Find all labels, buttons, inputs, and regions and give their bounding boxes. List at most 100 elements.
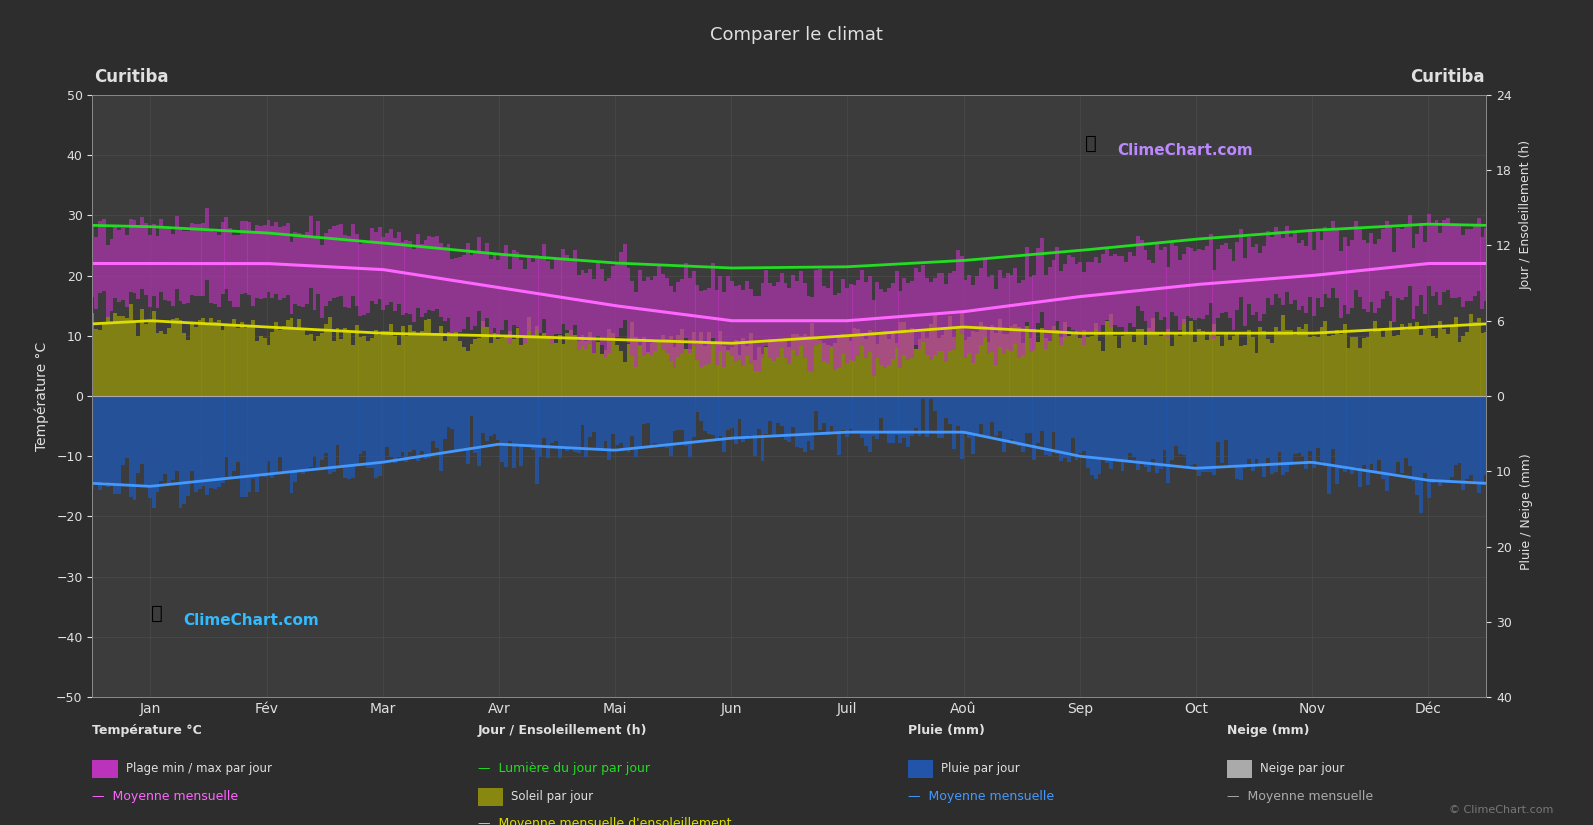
Bar	[1212, 271, 1217, 339]
Bar	[336, 328, 339, 396]
Bar	[370, 229, 374, 300]
Bar	[596, 261, 601, 337]
Bar	[1125, 396, 1128, 460]
Bar	[1327, 396, 1332, 494]
Bar	[730, 281, 734, 356]
Bar	[1423, 242, 1427, 314]
Bar	[451, 335, 454, 396]
Bar	[1362, 240, 1365, 309]
Bar	[1067, 396, 1070, 461]
Bar	[940, 396, 945, 438]
Bar	[1308, 337, 1313, 396]
Bar	[726, 276, 730, 351]
Bar	[542, 244, 546, 319]
Bar	[1395, 396, 1400, 462]
Bar	[285, 320, 290, 396]
Bar	[906, 333, 910, 396]
Bar	[1403, 226, 1408, 297]
Bar	[178, 396, 183, 508]
Bar	[1094, 396, 1098, 479]
Bar	[508, 396, 511, 441]
Bar	[876, 396, 879, 439]
Bar	[1343, 237, 1346, 304]
Bar	[282, 396, 285, 472]
Bar	[910, 396, 914, 436]
Bar	[1051, 396, 1056, 432]
Bar	[94, 396, 99, 484]
Bar	[926, 396, 929, 436]
Bar	[279, 228, 282, 299]
Bar	[374, 232, 378, 304]
Bar	[225, 396, 228, 457]
Bar	[1120, 396, 1125, 470]
Bar	[1461, 235, 1466, 308]
Bar	[620, 252, 623, 328]
Bar	[366, 396, 370, 468]
Bar	[967, 396, 972, 438]
Bar	[604, 351, 607, 396]
Bar	[631, 280, 634, 356]
Bar	[1024, 247, 1029, 322]
Bar	[937, 273, 940, 351]
Bar	[317, 221, 320, 294]
Text: 🌐: 🌐	[1085, 134, 1096, 153]
Bar	[110, 396, 113, 486]
Bar	[696, 396, 699, 412]
Bar	[986, 396, 991, 437]
Text: Pluie (mm): Pluie (mm)	[908, 724, 984, 738]
Bar	[710, 263, 715, 338]
Bar	[1458, 342, 1461, 396]
Bar	[221, 222, 225, 294]
Bar	[175, 216, 178, 289]
Bar	[1419, 223, 1423, 295]
Bar	[593, 352, 596, 396]
Bar	[1078, 262, 1082, 334]
Bar	[1446, 218, 1450, 290]
Bar	[362, 396, 366, 451]
Bar	[511, 250, 516, 325]
Bar	[266, 345, 271, 396]
Bar	[309, 334, 312, 396]
Bar	[252, 396, 255, 478]
Bar	[1040, 328, 1043, 396]
Bar	[260, 226, 263, 299]
Bar	[413, 396, 416, 450]
Bar	[1442, 329, 1446, 396]
Bar	[1438, 396, 1442, 486]
Bar	[121, 396, 124, 465]
Bar	[650, 343, 653, 396]
Bar	[1177, 337, 1182, 396]
Bar	[645, 352, 650, 396]
Bar	[1024, 327, 1029, 396]
Bar	[1255, 396, 1258, 459]
Bar	[1324, 228, 1327, 295]
Bar	[588, 269, 593, 345]
Bar	[1021, 280, 1024, 355]
Bar	[285, 396, 290, 471]
Bar	[1354, 221, 1357, 290]
Bar	[1032, 329, 1037, 396]
Bar	[201, 396, 205, 486]
Bar	[1313, 396, 1316, 468]
Text: Jour / Ensoleillement (h): Jour / Ensoleillement (h)	[478, 724, 647, 738]
Bar	[124, 318, 129, 396]
Bar	[94, 237, 99, 309]
Bar	[350, 346, 355, 396]
Bar	[538, 396, 542, 456]
Bar	[1251, 247, 1255, 315]
Bar	[113, 313, 118, 396]
Bar	[400, 326, 405, 396]
Bar	[760, 354, 765, 396]
Bar	[378, 227, 382, 299]
Bar	[868, 396, 871, 452]
Bar	[503, 245, 508, 320]
Bar	[347, 236, 350, 308]
Bar	[143, 396, 148, 488]
Bar	[887, 396, 890, 444]
Bar	[1029, 338, 1032, 396]
Bar	[895, 343, 898, 396]
Bar	[871, 332, 876, 396]
Bar	[1193, 251, 1198, 320]
Bar	[814, 270, 819, 345]
Bar	[1480, 237, 1485, 309]
